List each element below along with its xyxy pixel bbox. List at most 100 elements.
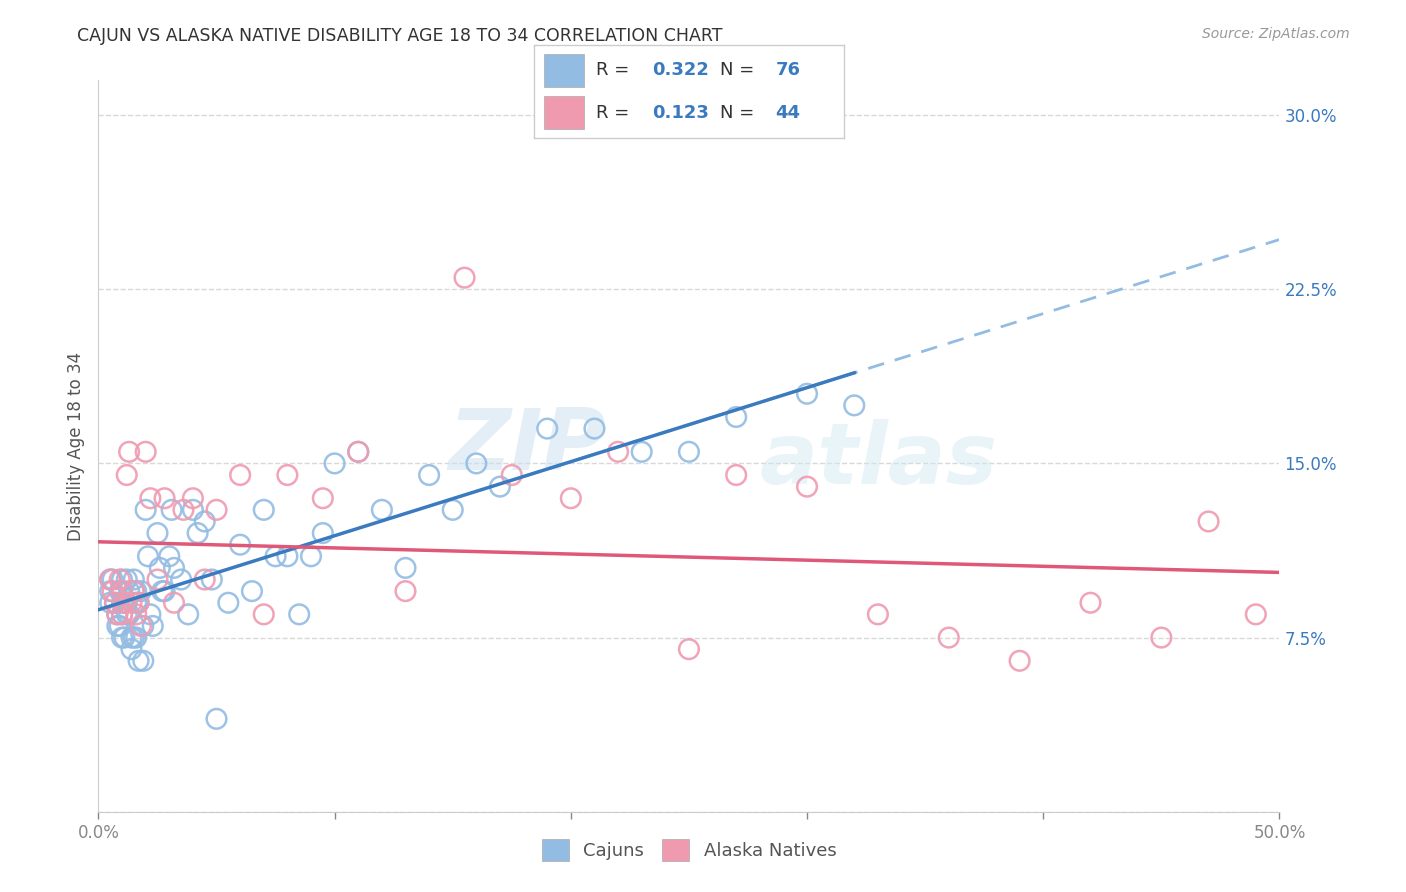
Point [111, 607, 134, 622]
Point [163, 561, 186, 575]
Point [105, 607, 128, 622]
Text: 44: 44 [776, 103, 800, 121]
Point [104, 596, 127, 610]
Point [276, 468, 298, 483]
Point [312, 491, 335, 506]
Point [118, 584, 141, 599]
Point [132, 654, 155, 668]
Point [125, 607, 148, 622]
Point [111, 584, 134, 599]
Point [725, 468, 748, 483]
Point [371, 503, 394, 517]
Point [105, 607, 128, 622]
Point [98, 584, 121, 599]
Point [560, 491, 582, 506]
Point [253, 607, 276, 622]
Point [98, 573, 121, 587]
Bar [544, 54, 583, 87]
Point [1244, 607, 1267, 622]
Point [205, 712, 228, 726]
Point [150, 584, 173, 599]
Point [678, 445, 700, 459]
Point [938, 631, 960, 645]
Point [121, 631, 143, 645]
Point [194, 573, 217, 587]
Point [501, 468, 523, 483]
Point [101, 573, 124, 587]
Point [583, 421, 606, 435]
Point [122, 573, 145, 587]
Point [181, 491, 204, 506]
Point [796, 480, 818, 494]
Point [98, 573, 121, 587]
Point [441, 503, 464, 517]
Point [111, 631, 134, 645]
Text: Source: ZipAtlas.com: Source: ZipAtlas.com [1202, 27, 1350, 41]
Point [108, 584, 131, 599]
Point [170, 573, 193, 587]
Point [253, 503, 276, 517]
Point [108, 573, 131, 587]
Text: N =: N = [720, 62, 759, 79]
Point [121, 596, 143, 610]
Point [115, 596, 138, 610]
Point [323, 457, 346, 471]
Point [229, 468, 252, 483]
Point [229, 538, 252, 552]
Point [146, 526, 169, 541]
Point [347, 445, 370, 459]
Point [142, 619, 165, 633]
Point [108, 619, 131, 633]
Point [163, 596, 186, 610]
Text: R =: R = [596, 62, 636, 79]
Point [1008, 654, 1031, 668]
Point [101, 584, 124, 599]
Bar [544, 96, 583, 129]
Point [135, 445, 157, 459]
Point [104, 596, 127, 610]
Point [112, 596, 135, 610]
Point [105, 619, 128, 633]
Point [453, 270, 475, 285]
Point [1198, 515, 1220, 529]
Legend: Cajuns, Alaska Natives: Cajuns, Alaska Natives [534, 832, 844, 869]
Point [115, 607, 138, 622]
Point [607, 445, 630, 459]
Point [129, 584, 152, 599]
Point [115, 573, 138, 587]
Point [122, 584, 145, 599]
Point [312, 526, 335, 541]
Point [122, 631, 145, 645]
Point [153, 491, 176, 506]
Point [177, 607, 200, 622]
Point [111, 584, 134, 599]
Point [125, 584, 148, 599]
Point [122, 584, 145, 599]
Point [866, 607, 889, 622]
Point [139, 491, 162, 506]
Point [146, 573, 169, 587]
Text: CAJUN VS ALASKA NATIVE DISABILITY AGE 18 TO 34 CORRELATION CHART: CAJUN VS ALASKA NATIVE DISABILITY AGE 18… [77, 27, 723, 45]
Point [132, 619, 155, 633]
Y-axis label: Disability Age 18 to 34: Disability Age 18 to 34 [66, 351, 84, 541]
Text: N =: N = [720, 103, 759, 121]
Point [725, 409, 748, 424]
Point [128, 654, 150, 668]
Text: 0.322: 0.322 [652, 62, 709, 79]
Point [394, 584, 416, 599]
Point [240, 584, 263, 599]
Point [299, 549, 322, 564]
Point [1150, 631, 1173, 645]
Point [394, 561, 416, 575]
Point [264, 549, 287, 564]
Point [153, 584, 176, 599]
Point [128, 596, 150, 610]
Point [111, 573, 134, 587]
Point [112, 631, 135, 645]
Point [157, 549, 180, 564]
Point [796, 386, 818, 401]
Point [118, 445, 141, 459]
Point [465, 457, 488, 471]
Point [121, 642, 143, 657]
Point [125, 596, 148, 610]
